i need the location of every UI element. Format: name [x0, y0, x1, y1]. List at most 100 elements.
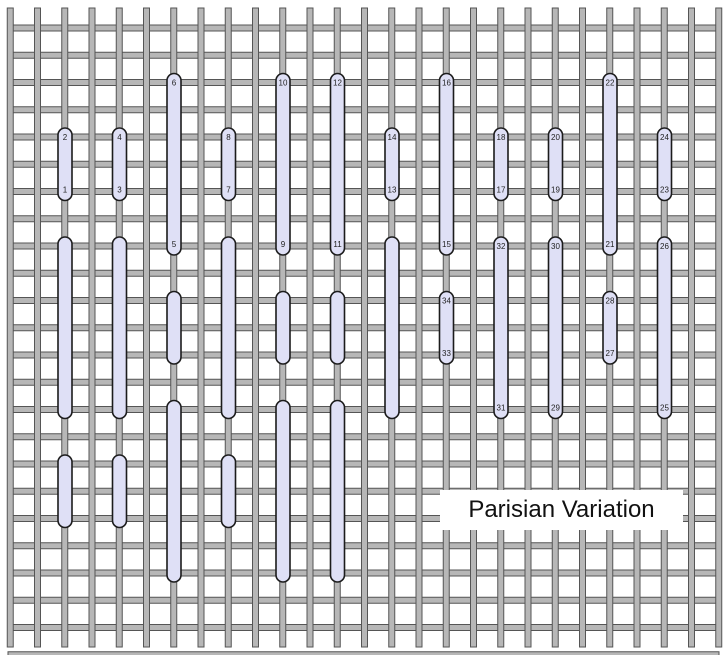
vertical-thread: [361, 7, 368, 648]
stitch-start-number: 33: [442, 349, 451, 358]
stitch-pill: [57, 454, 73, 529]
stitch: [220, 454, 237, 529]
stitch: 65: [166, 72, 182, 256]
stitch-pill: [329, 399, 346, 583]
stitch-end-number: 26: [660, 242, 669, 251]
vertical-thread: [197, 7, 205, 648]
stitch-pill: [111, 236, 128, 420]
stitch-pill: [493, 127, 509, 202]
stitch-end-number: 22: [606, 79, 615, 88]
stitch: 24 23: [656, 127, 673, 202]
stitch-pill: [275, 290, 291, 365]
stitch-end-number: 28: [606, 297, 615, 306]
stitch-end-number: 6: [172, 79, 177, 88]
stitch-start-number: 19: [551, 186, 560, 195]
stitch-pill: [329, 72, 346, 256]
vertical-thread: [252, 7, 259, 648]
stitch-pill: [275, 72, 291, 256]
stitch-pill: [57, 236, 73, 420]
stitch-end-number: 16: [442, 79, 451, 88]
stitches-layer: 2143658710912111413161518172019222124232…: [57, 72, 673, 583]
stitch: [220, 236, 237, 420]
stitch-start-number: 29: [551, 404, 560, 413]
stitch-start-number: 17: [497, 186, 506, 195]
stitch-pill: [547, 236, 564, 420]
vertical-thread: [34, 7, 41, 648]
stitch-start-number: 1: [63, 186, 68, 195]
stitch: [329, 290, 346, 365]
stitch-end-number: 20: [551, 133, 560, 142]
vertical-thread: [88, 7, 96, 648]
stitch-pill: [111, 127, 128, 202]
vertical-thread: [6, 7, 14, 648]
stitch-start-number: 5: [172, 240, 177, 249]
stitch-end-number: 2: [63, 133, 68, 142]
stitch: [329, 399, 346, 583]
title-label-box: Parisian Variation: [440, 490, 683, 530]
stitch-end-number: 12: [333, 79, 342, 88]
stitch-end-number: 8: [226, 133, 231, 142]
stitch: [166, 290, 182, 365]
stitch: 10 9: [275, 72, 291, 256]
stitch: 30 29: [547, 236, 564, 420]
stitch-pill: [220, 454, 237, 529]
stitch-end-number: 10: [279, 79, 288, 88]
stitch-pill: [166, 290, 182, 365]
stitch-end-number: 34: [442, 297, 451, 306]
vertical-thread: [306, 7, 314, 648]
stitch-pill: [438, 72, 455, 256]
stitch-pill: [602, 72, 618, 256]
stitch-start-number: 3: [117, 186, 122, 195]
vertical-thread: [470, 7, 477, 648]
stitch-pill: [656, 127, 673, 202]
stitch: 21: [57, 127, 73, 202]
stitch-start-number: 13: [388, 186, 397, 195]
stitch-pill: [384, 236, 400, 420]
vertical-thread: [633, 7, 641, 648]
stitch: [384, 236, 400, 420]
stitch-pill: [275, 399, 291, 583]
stitch-pill: [329, 290, 346, 365]
stitch-pill: [547, 127, 564, 202]
stitch: [57, 236, 73, 420]
stitch-end-number: 30: [551, 242, 560, 251]
stitch-end-number: 32: [497, 242, 506, 251]
vertical-thread: [579, 7, 586, 648]
stitch: [57, 454, 73, 529]
stitch: 22 21: [602, 72, 618, 256]
stitch: [111, 454, 128, 529]
stitch: 43: [111, 127, 128, 202]
stitch-pill: [166, 399, 182, 583]
stitch: 12 11: [329, 72, 346, 256]
stitch: 14 13: [384, 127, 400, 202]
stitch: [166, 399, 182, 583]
stitch: [275, 399, 291, 583]
stitch-pill: [220, 236, 237, 420]
stitch: 26 25: [656, 236, 673, 420]
vertical-thread: [688, 7, 695, 648]
stitch-start-number: 25: [660, 404, 669, 413]
stitch-end-number: 24: [660, 133, 669, 142]
stitch-pill: [656, 236, 673, 420]
vertical-thread: [715, 7, 723, 648]
stitch-end-number: 18: [497, 133, 506, 142]
stitch-start-number: 27: [606, 349, 615, 358]
stitch: 87: [220, 127, 237, 202]
stitch-start-number: 21: [606, 240, 615, 249]
stitch-pill: [220, 127, 237, 202]
vertical-thread: [524, 7, 532, 648]
stitch-pill: [111, 454, 128, 529]
stitch-start-number: 15: [442, 240, 451, 249]
stitch: 32 31: [493, 236, 509, 420]
vertical-thread: [415, 7, 423, 648]
stitch-pill: [602, 290, 618, 365]
stitch: [111, 236, 128, 420]
stitch-pill: [493, 236, 509, 420]
stitch: [275, 290, 291, 365]
stitch-pill: [384, 127, 400, 202]
stitch-pill: [438, 290, 455, 365]
stitch-start-number: 7: [226, 186, 231, 195]
